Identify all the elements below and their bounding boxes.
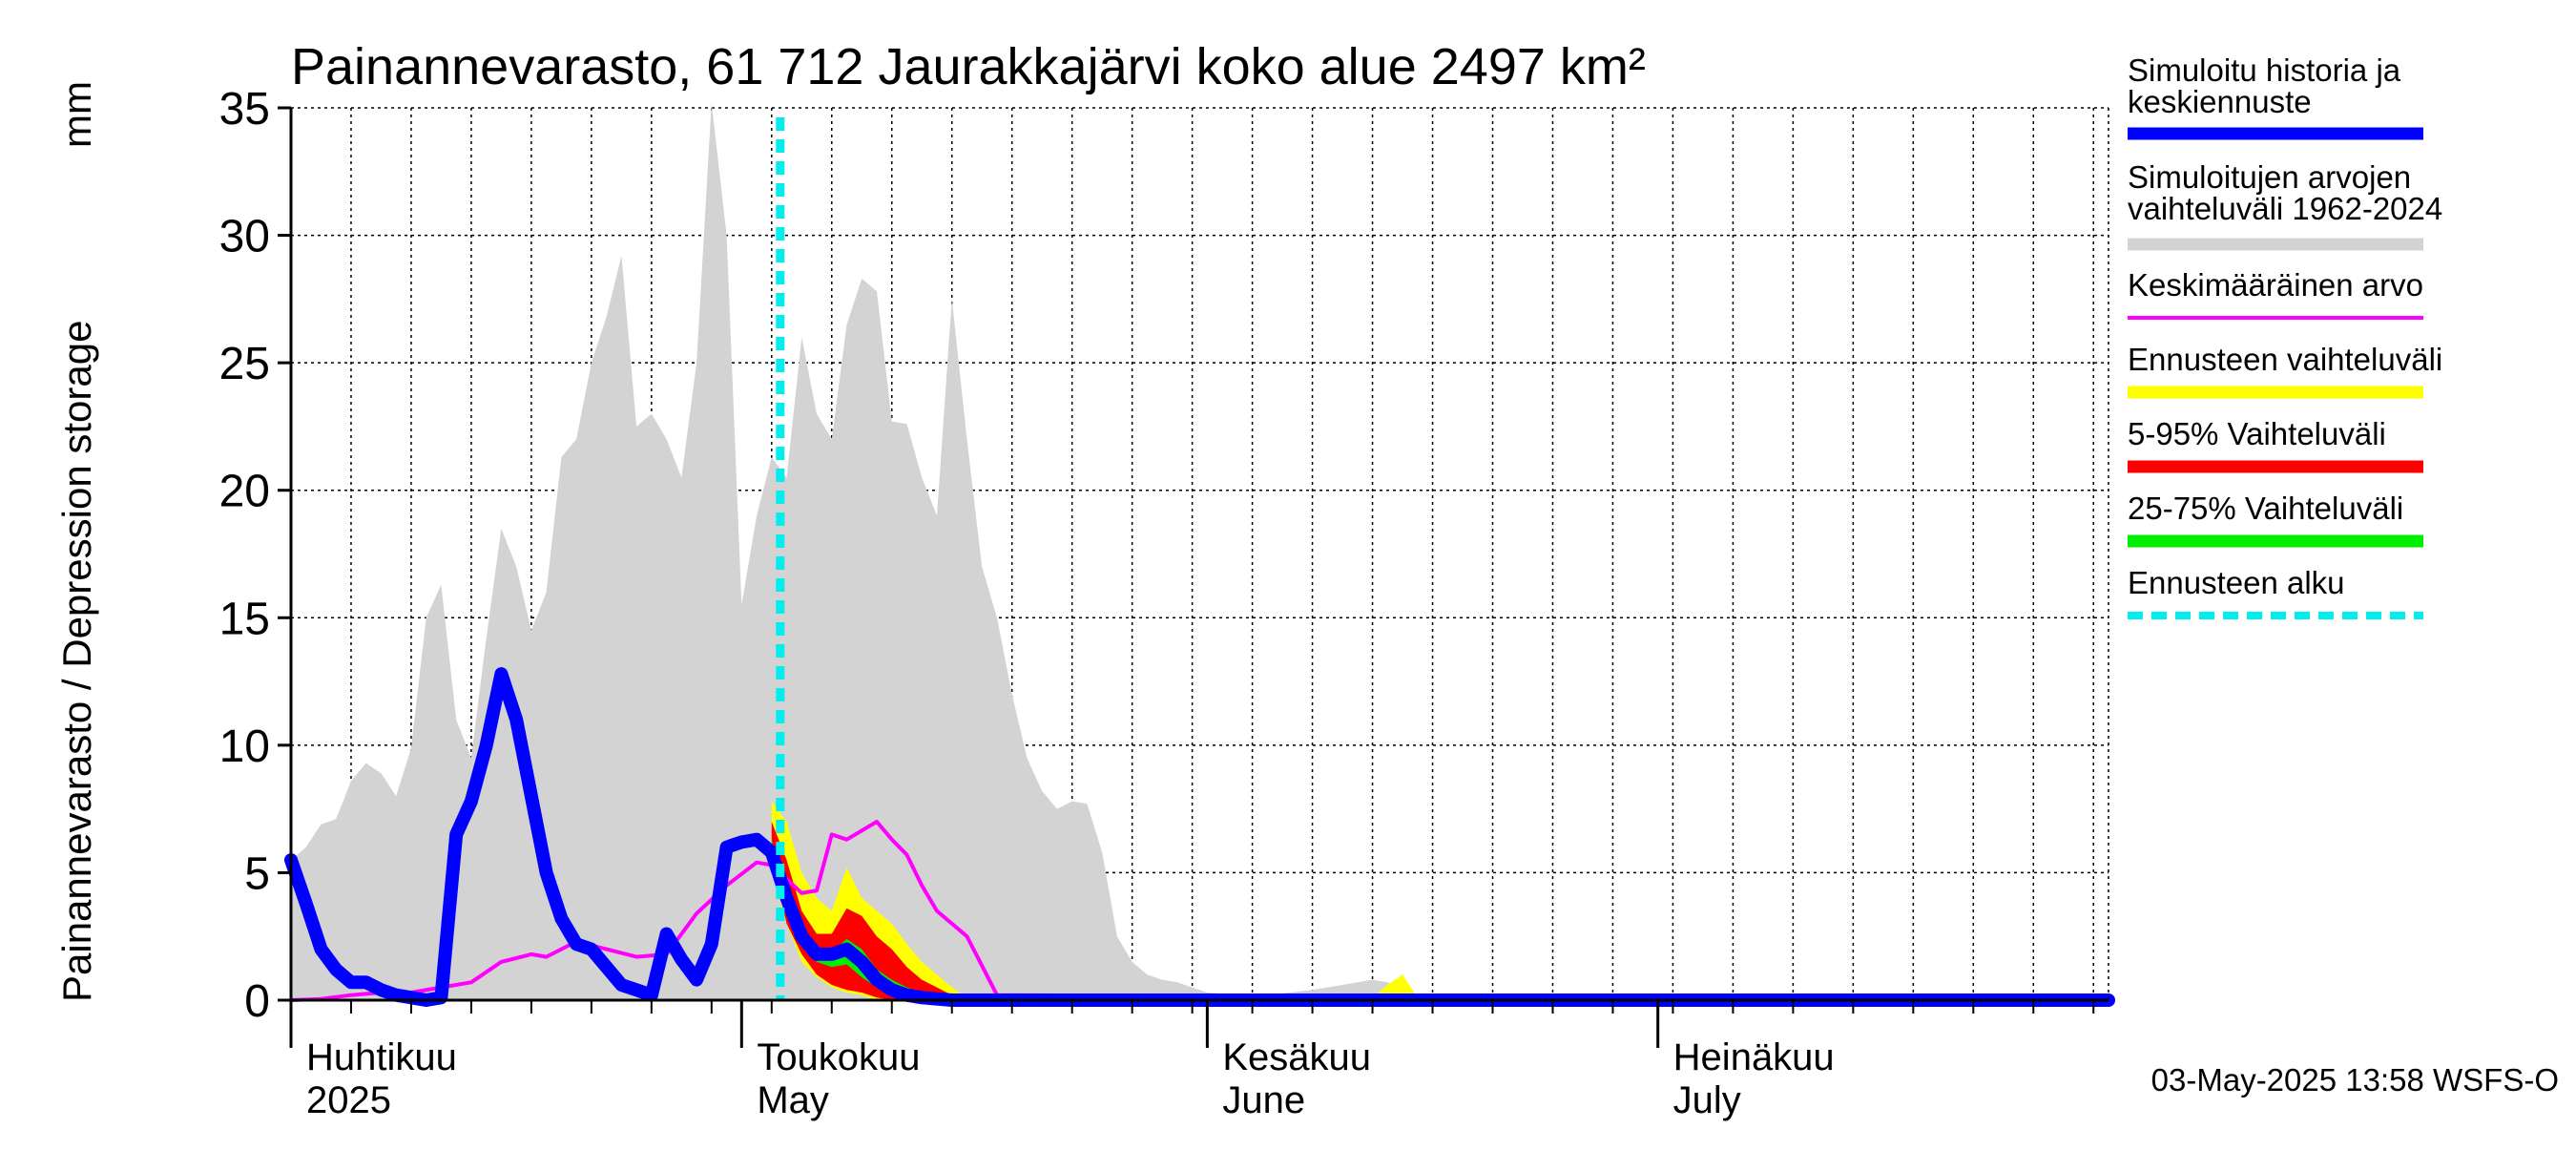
line-layer (284, 117, 2115, 1007)
y-axis-label: Painannevarasto / Depression storage (54, 321, 99, 1002)
axes (278, 106, 2109, 1048)
legend-label: 5-95% Vaihteluväli (2128, 416, 2386, 451)
month-label-fi: Toukokuu (757, 1036, 920, 1078)
y-tick-label: 15 (219, 594, 270, 644)
series-line (284, 667, 2115, 1007)
legend-label: 25-75% Vaihteluväli (2128, 491, 2403, 526)
series-band (291, 102, 2109, 1000)
tick-labels: 05101520253035Huhtikuu2025ToukokuuMayKes… (219, 84, 1835, 1121)
y-tick-label: 30 (219, 212, 270, 262)
y-tick-label: 20 (219, 467, 270, 517)
legend-label: Ennusteen vaihteluväli (2128, 342, 2442, 377)
timestamp-label: 03-May-2025 13:58 WSFS-O (2151, 1062, 2559, 1098)
chart-title: Painannevarasto, 61 712 Jaurakkajärvi ko… (291, 38, 1646, 95)
legend-label: keskiennuste (2128, 84, 2312, 119)
legend-label: Simuloitu historia ja (2128, 52, 2401, 88)
legend-label: Keskimääräinen arvo (2128, 267, 2423, 303)
month-label-fi: Heinäkuu (1673, 1036, 1835, 1078)
y-tick-label: 35 (219, 84, 270, 135)
month-label-en: 2025 (306, 1079, 391, 1121)
y-tick-label: 25 (219, 339, 270, 389)
y-tick-label: 0 (244, 976, 270, 1027)
month-label-en: July (1673, 1079, 1741, 1121)
month-label-en: May (757, 1079, 829, 1121)
y-tick-label: 5 (244, 848, 270, 899)
y-tick-label: 10 (219, 721, 270, 772)
month-label-fi: Huhtikuu (306, 1036, 457, 1078)
legend-label: vaihteluväli 1962-2024 (2128, 191, 2442, 226)
y-axis-unit: mm (54, 81, 99, 148)
legend-label: Ennusteen alku (2128, 565, 2345, 600)
month-label-fi: Kesäkuu (1222, 1036, 1371, 1078)
month-label-en: June (1222, 1079, 1305, 1121)
legend-label: Simuloitujen arvojen (2128, 159, 2411, 195)
